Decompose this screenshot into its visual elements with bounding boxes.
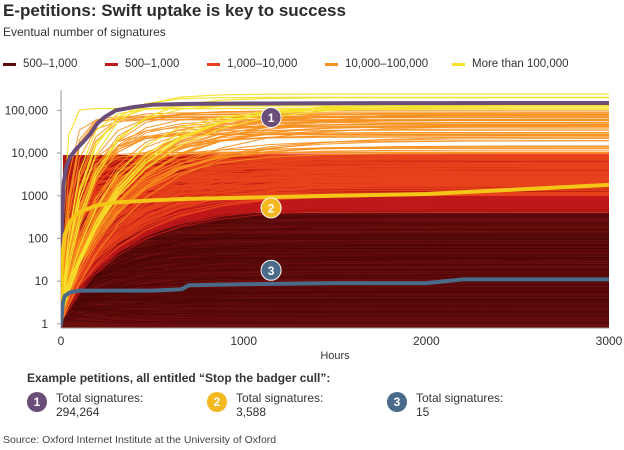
legend-item: 10,000–100,000 (325, 58, 428, 70)
example-label: Total signatures: (416, 391, 504, 405)
example-badge: 3 (387, 392, 407, 412)
example-value: 15 (416, 405, 430, 419)
annotation-label: 1 (268, 111, 275, 125)
example-label: Total signatures: (236, 391, 324, 405)
example-label: Total signatures: (56, 391, 144, 405)
series-line-1 (61, 101, 609, 326)
example-text: Total signatures: 15 (416, 391, 503, 419)
annotation-label: 2 (268, 201, 275, 215)
petition-trace (61, 136, 609, 324)
petition-trace (61, 311, 609, 320)
petition-trace (61, 104, 609, 318)
legend-label: 10,000–100,000 (345, 58, 429, 70)
petition-trace (61, 309, 609, 315)
series-line-3 (61, 277, 609, 326)
legend-item: 500–1,000 (3, 58, 77, 70)
example-text: Total signatures: 3,588 (236, 391, 323, 419)
petition-trace (61, 93, 609, 299)
petition-trace (61, 122, 609, 324)
x-axis-title: Hours (320, 350, 350, 362)
legend-swatch (325, 62, 338, 66)
y-tick-label: 10,000 (11, 146, 48, 160)
legend-swatch (207, 62, 220, 66)
x-tick-label: 0 (58, 334, 65, 348)
x-tick-label: 3000 (596, 334, 623, 348)
legend: 500–1,000 500–1,000 1,000–10,000 10,000–… (3, 58, 623, 74)
petition-trace (61, 117, 609, 319)
petition-trace (61, 301, 609, 311)
annotation-badge (260, 107, 282, 129)
petition-trace (61, 108, 609, 310)
petition-trace (61, 107, 609, 300)
legend-label: 1,000–10,000 (227, 58, 298, 70)
petition-trace (61, 119, 609, 307)
legend-swatch (3, 62, 16, 66)
legend-label: 500–1,000 (23, 58, 78, 70)
background-series-group (61, 93, 609, 328)
legend-swatch (452, 62, 465, 66)
petition-trace (61, 295, 609, 321)
petition-trace (61, 293, 609, 310)
example-text: Total signatures: 294,264 (56, 391, 143, 419)
y-tick-label: 1 (41, 317, 48, 331)
petition-trace (61, 264, 609, 324)
legend-swatch (105, 62, 118, 66)
example-badge: 2 (207, 392, 227, 412)
chart-subtitle: Eventual number of signatures (3, 25, 166, 39)
legend-item: 1,000–10,000 (207, 58, 297, 70)
petition-trace (61, 274, 609, 307)
legend-label: More than 100,000 (472, 58, 569, 70)
x-tick-label: 1000 (230, 334, 257, 348)
petition-trace (61, 132, 609, 311)
petition-trace (61, 151, 609, 313)
annotation-badge (260, 259, 282, 281)
legend-item: 500–1,000 (105, 58, 179, 70)
legend-item: More than 100,000 (452, 58, 569, 70)
example-value: 3,588 (236, 405, 267, 419)
annotation-label: 3 (268, 264, 275, 278)
x-tick-label: 2000 (413, 334, 440, 348)
legend-label: 500–1,000 (125, 58, 180, 70)
chart-title: E-petitions: Swift uptake is key to succ… (3, 1, 346, 20)
y-tick-label: 1000 (21, 189, 48, 203)
source-note: Source: Oxford Internet Institute at the… (3, 434, 277, 446)
petition-trace (61, 104, 609, 301)
example-value: 294,264 (56, 405, 100, 419)
examples-title: Example petitions, all entitled “Stop th… (27, 371, 331, 385)
y-tick-label: 100,000 (5, 103, 49, 117)
petition-trace (61, 203, 609, 318)
petition-trace (61, 173, 609, 312)
petition-trace (61, 307, 609, 317)
y-tick-label: 10 (35, 274, 49, 288)
chart: 1 2 3 1 10 100 1000 10,000 100,000 0 1000 2000 3000 H… (5, 90, 623, 362)
petition-trace (61, 318, 609, 324)
example-badge: 1 (27, 392, 47, 412)
annotation-badge (260, 197, 282, 219)
petition-trace (61, 304, 609, 308)
petition-trace (61, 289, 609, 312)
series-line-2 (61, 182, 609, 326)
y-tick-label: 100 (28, 231, 48, 245)
petition-trace (61, 152, 609, 315)
